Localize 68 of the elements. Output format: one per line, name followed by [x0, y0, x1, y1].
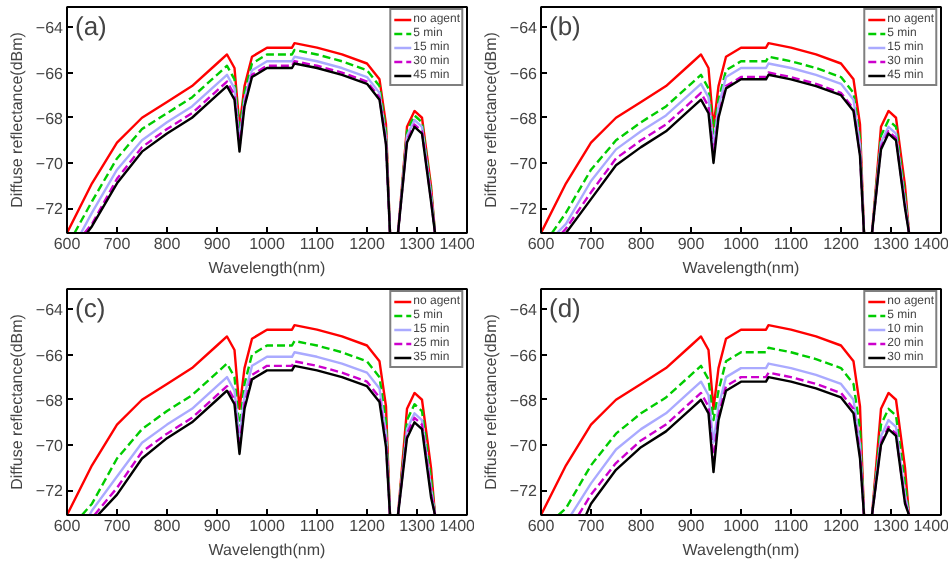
y-tick-label: −68 [509, 391, 539, 410]
x-tick-label: 1000 [723, 235, 760, 253]
chart-title: (b) [549, 11, 581, 41]
x-tick-label: 1200 [823, 235, 860, 253]
x-tick-label: 800 [153, 517, 182, 535]
y-tick-label: −68 [509, 109, 539, 128]
chart-title: (a) [75, 11, 107, 41]
y-tick-label: −70 [35, 154, 65, 173]
x-tick-label: 600 [53, 235, 82, 253]
x-axis-title: Wavelength(nm) [682, 541, 801, 559]
x-tick-label: 1400 [439, 517, 477, 535]
x-tick-label: 700 [577, 517, 606, 535]
y-tick-label: −68 [35, 109, 65, 128]
y-tick-label: −68 [35, 391, 65, 410]
chart-title: (d) [549, 293, 581, 323]
x-tick-label: 1100 [773, 235, 810, 253]
x-axis-title: Wavelength(nm) [208, 259, 327, 277]
y-tick-label: −72 [509, 482, 539, 501]
x-tick-label: 1100 [773, 517, 810, 535]
y-axis-title: Diffuse reflectance(dBm) [7, 31, 26, 208]
y-tick-label: −64 [509, 301, 539, 320]
x-axis-title: Wavelength(nm) [682, 259, 801, 277]
x-tick-label: 900 [203, 235, 232, 253]
x-tick-label: 1000 [723, 517, 760, 535]
y-tick-label: −64 [509, 19, 539, 38]
x-tick-label: 600 [527, 517, 556, 535]
x-tick-label: 800 [627, 235, 656, 253]
x-tick-label: 900 [677, 517, 706, 535]
x-tick-label: 600 [53, 517, 82, 535]
x-tick-label: 900 [677, 235, 706, 253]
y-tick-label: −72 [35, 200, 65, 219]
x-tick-label: 700 [103, 517, 132, 535]
x-tick-label: 1000 [249, 235, 286, 253]
y-tick-label: −72 [35, 482, 65, 501]
x-tick-label: 1300 [873, 235, 910, 253]
chart-title: (c) [75, 293, 106, 323]
x-tick-label: 600 [527, 235, 556, 253]
x-tick-label: 700 [103, 235, 132, 253]
y-tick-label: −64 [35, 19, 65, 38]
y-axis-title: Diffuse reflectance(dBm) [481, 313, 500, 490]
x-tick-label: 1200 [349, 517, 386, 535]
x-tick-label: 1100 [299, 235, 336, 253]
y-axis-title: Diffuse reflectance(dBm) [7, 313, 26, 490]
y-tick-label: −66 [35, 64, 65, 83]
x-tick-label: 1300 [399, 235, 436, 253]
x-tick-label: 1300 [873, 517, 910, 535]
y-tick-label: −66 [509, 64, 539, 83]
x-tick-label: 1300 [399, 517, 436, 535]
x-tick-label: 1400 [913, 235, 948, 253]
x-tick-label: 800 [627, 517, 656, 535]
x-tick-label: 800 [153, 235, 182, 253]
y-axis-title: Diffuse reflectance(dBm) [481, 31, 500, 208]
y-tick-label: −66 [509, 346, 539, 365]
x-tick-label: 1000 [249, 517, 286, 535]
y-tick-label: −70 [35, 436, 65, 455]
y-tick-label: −70 [509, 154, 539, 173]
x-tick-label: 1400 [913, 517, 948, 535]
x-tick-label: 700 [577, 235, 606, 253]
x-tick-label: 1200 [349, 235, 386, 253]
y-tick-label: −66 [35, 346, 65, 365]
x-tick-label: 1100 [299, 517, 336, 535]
x-tick-label: 1400 [439, 235, 477, 253]
y-tick-label: −70 [509, 436, 539, 455]
x-tick-label: 1200 [823, 517, 860, 535]
y-tick-label: −64 [35, 301, 65, 320]
y-tick-label: −72 [509, 200, 539, 219]
x-tick-label: 900 [203, 517, 232, 535]
x-axis-title: Wavelength(nm) [208, 541, 327, 559]
